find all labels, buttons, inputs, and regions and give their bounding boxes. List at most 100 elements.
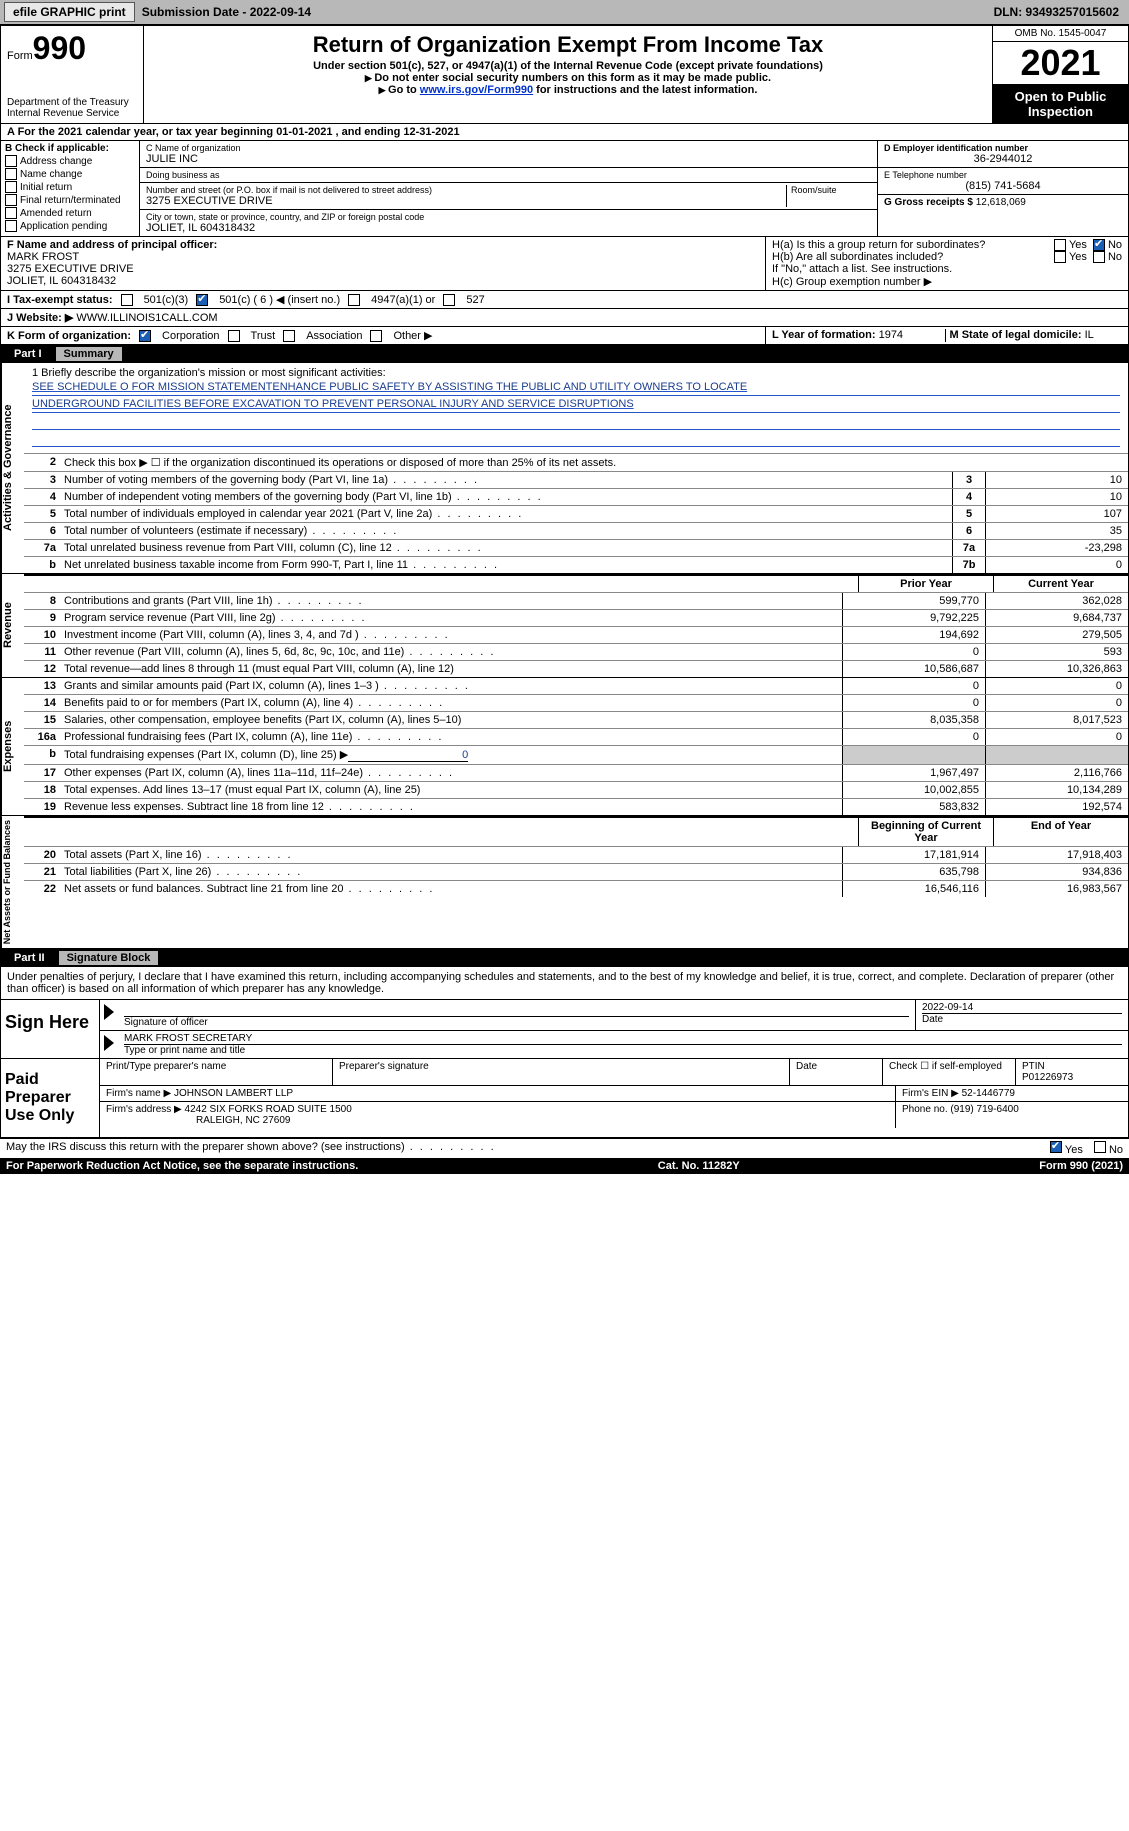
note-link-post: for instructions and the latest informat… bbox=[533, 84, 757, 96]
officer-block: F Name and address of principal officer:… bbox=[1, 237, 765, 290]
hdr-end: End of Year bbox=[993, 818, 1128, 846]
ha-no-chk[interactable] bbox=[1093, 239, 1105, 251]
row4-box: 4 bbox=[952, 489, 985, 505]
r22-desc: Net assets or fund balances. Subtract li… bbox=[60, 881, 842, 897]
website-label: J Website: ▶ bbox=[7, 312, 73, 324]
chk-4947[interactable] bbox=[348, 294, 360, 306]
r11-num: 11 bbox=[24, 644, 60, 660]
irs-label: Internal Revenue Service bbox=[7, 108, 137, 119]
r17-cy: 2,116,766 bbox=[985, 765, 1128, 781]
r10-cy: 279,505 bbox=[985, 627, 1128, 643]
sig-name-label: Type or print name and title bbox=[124, 1045, 1122, 1056]
chk-trust[interactable] bbox=[228, 330, 240, 342]
form-title-block: Return of Organization Exempt From Incom… bbox=[144, 26, 992, 123]
irs-link[interactable]: www.irs.gov/Form990 bbox=[420, 84, 533, 96]
officer-name: MARK FROST bbox=[7, 251, 759, 263]
chk-address-change[interactable] bbox=[5, 155, 17, 167]
row3-box: 3 bbox=[952, 472, 985, 488]
prep-phone-label: Phone no. bbox=[902, 1104, 948, 1115]
mission-line1: SEE SCHEDULE O FOR MISSION STATEMENTENHA… bbox=[32, 381, 1120, 396]
r16b-val: 0 bbox=[348, 749, 468, 762]
firm-addr2: RALEIGH, NC 27609 bbox=[106, 1115, 889, 1126]
city-value: JOLIET, IL 604318432 bbox=[146, 222, 871, 234]
chk-initial-return[interactable] bbox=[5, 181, 17, 193]
lbl-501c3: 501(c)(3) bbox=[144, 294, 189, 306]
r12-num: 12 bbox=[24, 661, 60, 677]
hdr-begin: Beginning of Current Year bbox=[858, 818, 993, 846]
sign-here-label: Sign Here bbox=[1, 1000, 100, 1058]
hb-yes-chk[interactable] bbox=[1054, 251, 1066, 263]
row7a-val: -23,298 bbox=[985, 540, 1128, 556]
discuss-yes-lbl: Yes bbox=[1065, 1144, 1083, 1156]
lbl-corp: Corporation bbox=[162, 330, 219, 342]
r12-desc: Total revenue—add lines 8 through 11 (mu… bbox=[60, 661, 842, 677]
sig-officer-label: Signature of officer bbox=[124, 1017, 909, 1028]
r10-num: 10 bbox=[24, 627, 60, 643]
r13-desc: Grants and similar amounts paid (Part IX… bbox=[60, 678, 842, 694]
officer-street: 3275 EXECUTIVE DRIVE bbox=[7, 263, 759, 275]
form-subtitle: Under section 501(c), 527, or 4947(a)(1)… bbox=[152, 60, 984, 72]
r11-py: 0 bbox=[842, 644, 985, 660]
side-gov: Activities & Governance bbox=[1, 363, 24, 573]
room-label: Room/suite bbox=[791, 185, 871, 195]
hb-no-chk[interactable] bbox=[1093, 251, 1105, 263]
r19-num: 19 bbox=[24, 799, 60, 815]
phone-label: E Telephone number bbox=[884, 170, 1122, 180]
row-a-period: A For the 2021 calendar year, or tax yea… bbox=[0, 124, 1129, 141]
chk-app-pending[interactable] bbox=[5, 220, 17, 232]
ptin-value: P01226973 bbox=[1022, 1072, 1122, 1083]
r16a-py: 0 bbox=[842, 729, 985, 745]
prep-print-label: Print/Type preparer's name bbox=[100, 1059, 333, 1085]
r16b-desc: Total fundraising expenses (Part IX, col… bbox=[60, 746, 842, 764]
lbl-address-change: Address change bbox=[20, 156, 92, 167]
ha-yes-chk[interactable] bbox=[1054, 239, 1066, 251]
chk-other[interactable] bbox=[370, 330, 382, 342]
discuss-no-chk[interactable] bbox=[1094, 1141, 1106, 1153]
sig-date: 2022-09-14 bbox=[922, 1002, 1122, 1014]
chk-corp[interactable] bbox=[139, 330, 151, 342]
mission-block: 1 Briefly describe the organization's mi… bbox=[24, 363, 1128, 453]
l-label: L Year of formation: bbox=[772, 329, 876, 341]
r12-py: 10,586,687 bbox=[842, 661, 985, 677]
r16b-cy-shaded bbox=[985, 746, 1128, 764]
caret-icon bbox=[104, 1004, 114, 1020]
lbl-initial-return: Initial return bbox=[20, 182, 72, 193]
hb-note: If "No," attach a list. See instructions… bbox=[772, 263, 1122, 275]
tax-status-label: I Tax-exempt status: bbox=[7, 294, 113, 306]
firm-name: JOHNSON LAMBERT LLP bbox=[174, 1088, 293, 1099]
prep-sig-label: Preparer's signature bbox=[333, 1059, 790, 1085]
discuss-row: May the IRS discuss this return with the… bbox=[0, 1138, 1129, 1158]
chk-527[interactable] bbox=[443, 294, 455, 306]
ein-label: D Employer identification number bbox=[884, 143, 1122, 153]
omb-number: OMB No. 1545-0047 bbox=[993, 26, 1128, 42]
paid-preparer-block: Paid Preparer Use Only Print/Type prepar… bbox=[0, 1059, 1129, 1138]
chk-amended[interactable] bbox=[5, 207, 17, 219]
r16b-py-shaded bbox=[842, 746, 985, 764]
r12-cy: 10,326,863 bbox=[985, 661, 1128, 677]
form-year-block: OMB No. 1545-0047 2021 Open to Public In… bbox=[992, 26, 1128, 123]
r19-desc: Revenue less expenses. Subtract line 18 … bbox=[60, 799, 842, 815]
row5-val: 107 bbox=[985, 506, 1128, 522]
chk-501c[interactable] bbox=[196, 294, 208, 306]
efile-print-button[interactable]: efile GRAPHIC print bbox=[4, 2, 135, 22]
hb-no-lbl: No bbox=[1108, 251, 1122, 263]
chk-501c3[interactable] bbox=[121, 294, 133, 306]
r10-desc: Investment income (Part VIII, column (A)… bbox=[60, 627, 842, 643]
website-value: WWW.ILLINOIS1CALL.COM bbox=[76, 312, 217, 324]
r17-py: 1,967,497 bbox=[842, 765, 985, 781]
chk-name-change[interactable] bbox=[5, 168, 17, 180]
r18-py: 10,002,855 bbox=[842, 782, 985, 798]
discuss-no-lbl: No bbox=[1109, 1144, 1123, 1156]
row5-box: 5 bbox=[952, 506, 985, 522]
hdr-prior: Prior Year bbox=[858, 576, 993, 592]
r22-py: 16,546,116 bbox=[842, 881, 985, 897]
r20-py: 17,181,914 bbox=[842, 847, 985, 863]
lbl-other: Other ▶ bbox=[393, 329, 432, 342]
discuss-yes-chk[interactable] bbox=[1050, 1141, 1062, 1153]
chk-assoc[interactable] bbox=[283, 330, 295, 342]
lbl-trust: Trust bbox=[251, 330, 276, 342]
chk-final-return[interactable] bbox=[5, 194, 17, 206]
hb-yes-lbl: Yes bbox=[1069, 251, 1087, 263]
r14-num: 14 bbox=[24, 695, 60, 711]
k-label: K Form of organization: bbox=[7, 330, 131, 342]
